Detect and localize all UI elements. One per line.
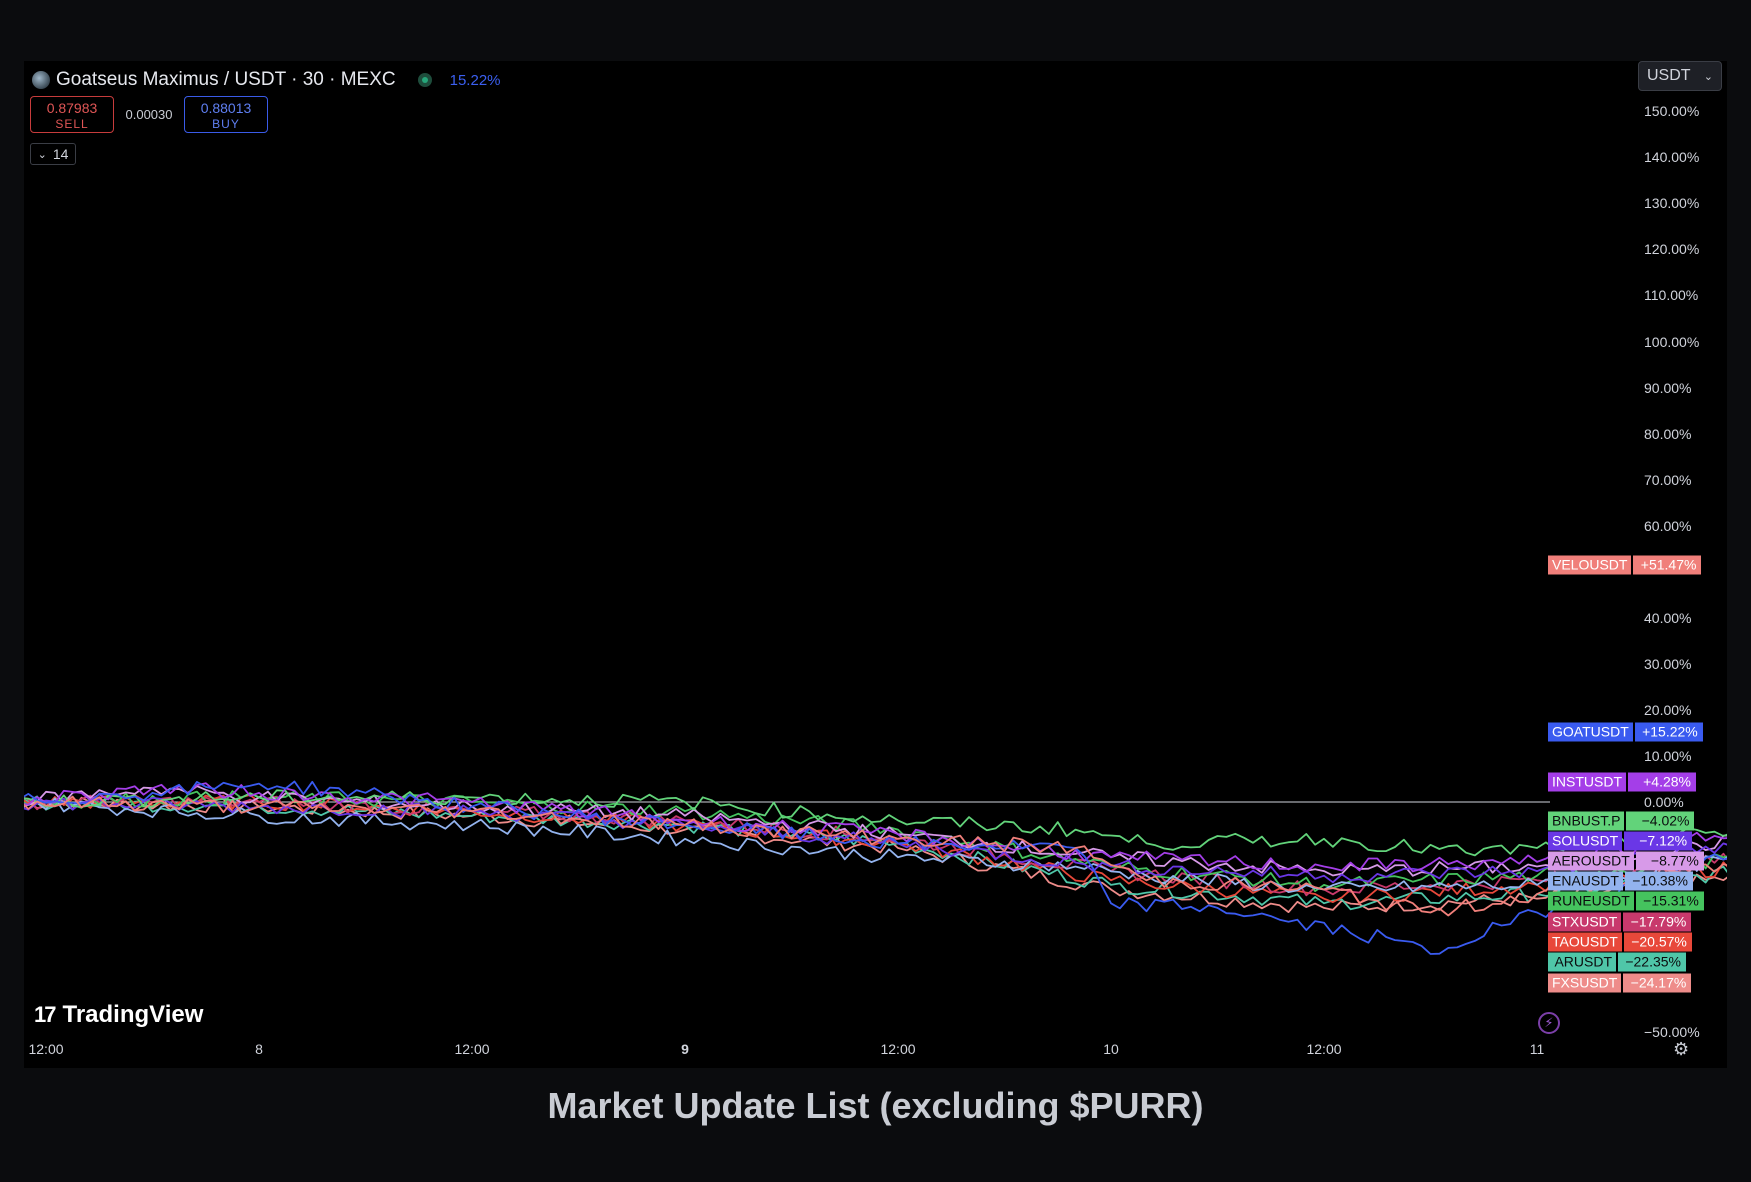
x-tick-label: 12:00: [28, 1041, 64, 1057]
change-percent: 15.22%: [449, 71, 501, 89]
series-last-value: +51.47%: [1633, 555, 1702, 575]
y-tick-label: 30.00%: [1644, 655, 1692, 672]
tradingview-logo[interactable]: 17 TradingView: [34, 1001, 203, 1029]
y-tick-label: 70.00%: [1644, 471, 1692, 488]
series-last-value: +15.22%: [1634, 722, 1703, 742]
goat-logo-icon: [32, 71, 50, 89]
chevron-down-icon: ⌄: [1703, 70, 1713, 83]
series-name: RUNEUSDT: [1548, 891, 1634, 911]
tradingview-wordmark: TradingView: [62, 1001, 204, 1028]
x-tick-label: 9: [681, 1041, 689, 1057]
y-tick-label: 10.00%: [1644, 747, 1692, 764]
series-name: VELOUSDT: [1548, 555, 1632, 575]
series-name: AEROUSDT: [1548, 851, 1634, 871]
x-tick-label: 10: [1103, 1041, 1119, 1057]
symbol-title[interactable]: Goatseus Maximus / USDT · 30 · MEXC: [56, 69, 396, 90]
series-name: GOATUSDT: [1548, 722, 1633, 742]
series-line-goatusdt[interactable]: [24, 705, 1727, 955]
series-line-solusdt[interactable]: [24, 797, 1727, 884]
series-last-value: −20.57%: [1623, 932, 1692, 952]
price-chart[interactable]: [24, 61, 1727, 1068]
series-label-instusdt[interactable]: INSTUSDT +4.28%: [1548, 772, 1696, 792]
y-tick-label: 20.00%: [1644, 701, 1692, 718]
series-line-fxsusdt[interactable]: [24, 796, 1727, 919]
series-label-solusdt[interactable]: SOLUSDT −7.12%: [1548, 831, 1693, 851]
series-last-value: −22.35%: [1618, 952, 1686, 972]
x-tick-label: 12:00: [1306, 1041, 1342, 1057]
series-name: SOLUSDT: [1548, 831, 1623, 851]
chart-panel[interactable]: Goatseus Maximus / USDT · 30 · MEXC 15.2…: [24, 61, 1727, 1068]
series-name: STXUSDT: [1548, 912, 1622, 932]
series-last-value: −10.38%: [1624, 871, 1693, 891]
series-last-value: −17.79%: [1623, 912, 1692, 932]
y-tick-label: 40.00%: [1644, 609, 1692, 626]
y-tick-label: 150.00%: [1644, 103, 1700, 120]
series-name: INSTUSDT: [1548, 772, 1626, 792]
series-name: FXSUSDT: [1548, 973, 1622, 993]
x-tick-label: 12:00: [454, 1041, 490, 1057]
series-label-taousdt[interactable]: TAOUSDT −20.57%: [1548, 932, 1692, 952]
series-label-velousdt[interactable]: VELOUSDT +51.47%: [1548, 555, 1702, 575]
series-label-fxsusdt[interactable]: FXSUSDT −24.17%: [1548, 973, 1692, 993]
chart-caption: Market Update List (excluding $PURR): [547, 1085, 1204, 1126]
trade-buttons: 0.87983 SELL 0.00030 0.88013 BUY: [30, 96, 268, 133]
gear-icon[interactable]: ⚙︎: [1673, 1039, 1690, 1059]
series-label-goatusdt[interactable]: GOATUSDT +15.22%: [1548, 722, 1703, 742]
indicators-collapse-button[interactable]: ⌄ 14: [30, 143, 76, 165]
currency-select[interactable]: USDT ⌄: [1638, 61, 1722, 91]
lightning-icon[interactable]: ⚡︎: [1538, 1012, 1560, 1034]
series-last-value: +4.28%: [1628, 772, 1696, 792]
buy-button[interactable]: 0.88013 BUY: [184, 96, 268, 133]
x-tick-label: 12:00: [880, 1041, 916, 1057]
chevron-down-icon: ⌄: [37, 148, 47, 161]
y-tick-label: 80.00%: [1644, 425, 1692, 442]
x-tick-label: 8: [255, 1041, 263, 1057]
series-label-enausdt[interactable]: ENAUSDT −10.38%: [1548, 871, 1693, 891]
series-last-value: −4.02%: [1626, 811, 1695, 830]
series-name: ENAUSDT: [1548, 871, 1623, 891]
series-label-aerousdt[interactable]: AEROUSDT −8.77%: [1548, 851, 1704, 871]
y-tick-label: 110.00%: [1644, 287, 1699, 304]
sell-price: 0.87983: [46, 100, 98, 116]
market-open-icon: [417, 73, 432, 87]
series-last-value: −24.17%: [1623, 973, 1692, 993]
y-tick-label: 140.00%: [1644, 149, 1700, 166]
series-last-value: −7.12%: [1624, 831, 1693, 851]
indicator-count: 14: [52, 146, 69, 162]
series-line-runeusdt[interactable]: [24, 790, 1727, 892]
buy-price: 0.88013: [200, 100, 252, 116]
series-label-runeusdt[interactable]: RUNEUSDT −15.31%: [1548, 891, 1704, 911]
series-last-value: −8.77%: [1635, 851, 1704, 871]
y-tick-label: −50.00%: [1644, 1024, 1700, 1041]
sell-label: SELL: [55, 117, 89, 131]
series-name: BNBUST.P: [1548, 811, 1625, 830]
y-tick-label: 130.00%: [1644, 195, 1700, 212]
series-label-stxusdt[interactable]: STXUSDT −17.79%: [1548, 912, 1692, 932]
y-tick-label: 0.00%: [1644, 794, 1684, 810]
x-tick-label: 11: [1529, 1041, 1545, 1057]
series-line-arusdt[interactable]: [24, 795, 1727, 911]
chart-header: Goatseus Maximus / USDT · 30 · MEXC 15.2…: [32, 67, 501, 93]
series-last-value: −15.31%: [1635, 891, 1704, 911]
spread-value: 0.00030: [125, 107, 173, 122]
series-name: TAOUSDT: [1548, 932, 1622, 952]
series-label-bnbust-p[interactable]: BNBUST.P −4.02%: [1548, 811, 1695, 830]
buy-label: BUY: [212, 117, 240, 131]
sell-button[interactable]: 0.87983 SELL: [30, 96, 114, 133]
currency-value: USDT: [1647, 67, 1691, 84]
y-tick-label: 60.00%: [1644, 517, 1692, 534]
series-name: ARUSDT: [1548, 952, 1616, 972]
y-tick-label: 100.00%: [1644, 333, 1700, 350]
y-tick-label: 90.00%: [1644, 379, 1692, 396]
y-tick-label: 120.00%: [1644, 241, 1700, 258]
tradingview-mark-icon: 17: [34, 1002, 57, 1027]
series-label-arusdt[interactable]: ARUSDT −22.35%: [1548, 952, 1686, 972]
